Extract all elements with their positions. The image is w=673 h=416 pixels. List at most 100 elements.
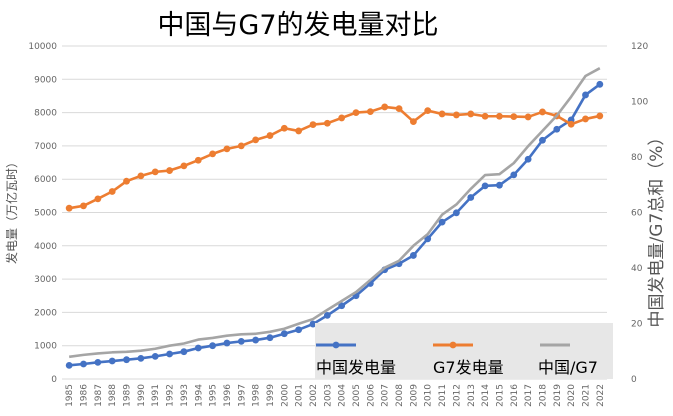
data-point xyxy=(510,113,518,120)
data-point xyxy=(395,105,403,113)
x-tick: 1993 xyxy=(180,384,190,407)
y-axis-right: 0 20 40 60 80 100 120 xyxy=(631,42,648,385)
data-point xyxy=(123,177,130,185)
data-point xyxy=(151,168,159,176)
data-point xyxy=(180,348,188,356)
y-tick-left: 1000 xyxy=(34,342,57,352)
data-point xyxy=(323,119,331,127)
data-point xyxy=(539,136,546,144)
x-tick: 2003 xyxy=(323,384,333,407)
y-tick-left: 5000 xyxy=(34,209,57,219)
legend-marker xyxy=(332,341,340,349)
legend-label: 中国发电量 xyxy=(316,358,396,377)
x-tick: 1986 xyxy=(80,384,90,407)
legend-item: 中国发电量 xyxy=(316,341,396,377)
legend-item: G7发电量 xyxy=(433,341,504,377)
data-point xyxy=(94,358,102,366)
x-tick: 2015 xyxy=(495,384,505,407)
y-tick-left: 6000 xyxy=(34,175,57,185)
data-point xyxy=(166,350,173,358)
data-point xyxy=(209,342,216,350)
x-tick: 2021 xyxy=(581,384,591,407)
y-tick-right: 40 xyxy=(631,264,643,274)
legend-label: 中国/G7 xyxy=(538,358,598,377)
data-point xyxy=(467,194,475,201)
x-tick: 2008 xyxy=(395,384,405,407)
data-point xyxy=(194,156,202,164)
data-point xyxy=(366,108,374,116)
x-tick: 1991 xyxy=(151,384,161,407)
series-line xyxy=(68,67,601,359)
data-point xyxy=(481,182,489,190)
legend-item: 中国/G7 xyxy=(538,343,598,377)
data-point xyxy=(496,112,503,120)
series-group xyxy=(65,67,604,369)
series-2 xyxy=(65,103,604,212)
data-point xyxy=(381,103,389,111)
data-point xyxy=(252,136,260,144)
series-1 xyxy=(65,80,604,369)
legend-marker xyxy=(449,341,457,349)
data-point xyxy=(496,181,503,189)
y-tick-right: 20 xyxy=(631,320,643,330)
data-point xyxy=(108,188,116,195)
x-tick: 2011 xyxy=(438,384,448,407)
series-line xyxy=(68,105,601,210)
x-tick: 1994 xyxy=(194,384,204,407)
data-point xyxy=(266,132,274,139)
y-tick-left: 0 xyxy=(51,375,57,385)
data-point xyxy=(338,114,346,122)
data-point xyxy=(209,150,216,158)
x-tick: 1998 xyxy=(252,384,262,407)
data-point xyxy=(237,337,245,345)
data-point xyxy=(453,209,460,217)
data-point xyxy=(223,339,231,347)
y-tick-right: 120 xyxy=(631,42,648,52)
data-point xyxy=(123,356,130,364)
data-point xyxy=(409,252,417,259)
y-tick-left: 9000 xyxy=(34,75,57,85)
y-axis-left-label: 发电量（万亿瓦时） xyxy=(4,156,19,264)
x-tick: 2022 xyxy=(596,384,606,407)
data-point xyxy=(252,336,260,344)
legend: 中国发电量 G7发电量 中国/G7 xyxy=(316,341,598,377)
x-tick: 2000 xyxy=(280,384,290,407)
data-point xyxy=(80,202,87,210)
data-point xyxy=(309,320,317,328)
x-tick: 1997 xyxy=(237,384,247,407)
x-tick: 1988 xyxy=(108,384,118,407)
data-point xyxy=(108,357,116,365)
data-point xyxy=(295,326,303,334)
x-tick: 1996 xyxy=(223,384,233,407)
y-tick-left: 7000 xyxy=(34,142,57,152)
x-tick: 2009 xyxy=(409,384,419,407)
x-tick: 2013 xyxy=(467,384,477,407)
data-point xyxy=(582,91,589,99)
data-point xyxy=(352,109,360,116)
data-point xyxy=(323,311,331,319)
data-point xyxy=(65,204,73,212)
y-tick-left: 2000 xyxy=(34,308,57,318)
x-tick: 2014 xyxy=(481,384,491,407)
data-point xyxy=(223,145,231,153)
data-point xyxy=(524,113,532,121)
y-tick-right: 60 xyxy=(631,209,643,219)
data-point xyxy=(481,112,489,120)
x-tick: 1989 xyxy=(123,384,133,407)
series-3 xyxy=(68,67,601,359)
data-point xyxy=(180,162,188,170)
data-point xyxy=(237,142,245,150)
data-point xyxy=(596,112,604,120)
x-tick: 2002 xyxy=(309,384,319,407)
data-point xyxy=(596,80,604,88)
x-tick: 2016 xyxy=(510,384,520,407)
data-point xyxy=(467,110,475,118)
y-tick-right: 100 xyxy=(631,98,648,108)
y-tick-left: 4000 xyxy=(34,242,57,252)
data-point xyxy=(582,115,589,123)
x-tick: 2001 xyxy=(295,384,305,407)
x-tick: 2010 xyxy=(424,384,434,407)
data-point xyxy=(438,110,446,118)
data-point xyxy=(280,124,288,132)
